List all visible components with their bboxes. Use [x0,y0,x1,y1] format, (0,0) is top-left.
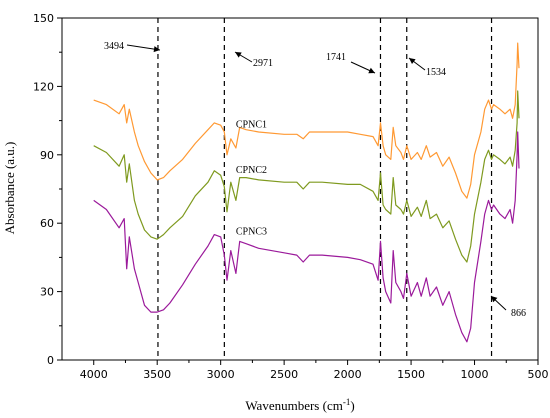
x-tick-label: 4000 [80,368,108,381]
annotation-arrowhead [235,52,242,58]
annotations: 3494 2971 1741 1534 866 [104,41,526,319]
annotation-arrowhead [153,46,160,53]
y-tick-label: 0 [47,354,54,367]
x-axis-label: Wavenumbers (cm-1) [245,397,354,413]
series-label-cpnc3: CPNC3 [236,227,267,238]
x-tick-label: 500 [528,368,549,381]
series-label-cpnc1: CPNC1 [236,119,267,130]
series-line-cpnc3 [93,131,520,343]
y-tick-label: 150 [33,12,54,25]
y-tick-label: 30 [40,286,54,299]
x-axis-label-sup: -1 [343,397,351,407]
series-label-cpnc2: CPNC2 [236,165,267,176]
x-tick-label: 3500 [143,368,171,381]
annotation-label: 1534 [426,67,446,78]
annotation-label: 866 [511,308,526,319]
series-line-cpnc1 [93,42,520,199]
series-line-cpnc2 [93,90,520,263]
annotation-arrowhead [491,296,498,303]
y-tick-label: 60 [40,217,54,230]
annotation-arrowhead [409,58,416,64]
annotation-label: 1741 [326,52,346,63]
annotation-label: 3494 [104,41,124,52]
y-tick-label: 120 [33,80,54,93]
x-axis-label-close: ) [350,398,354,413]
x-tick-label: 2500 [270,368,298,381]
series-layer: CPNC1 CPNC2 CPNC3 [93,42,520,343]
y-tick-label: 90 [40,149,54,162]
x-tick-label: 1000 [461,368,489,381]
x-tick-label: 1500 [397,368,425,381]
y-axis-label: Absorbance (a.u.) [2,142,17,235]
x-tick-label: 3000 [207,368,235,381]
axes: 4000 3500 3000 2500 2000 1500 1000 500 0 30 60 90 12… [33,12,549,381]
annotation-arrowhead [368,67,375,74]
x-axis-label-main: Wavenumbers (cm [245,398,343,413]
annotation-label: 2971 [253,58,273,69]
x-tick-label: 2000 [334,368,362,381]
